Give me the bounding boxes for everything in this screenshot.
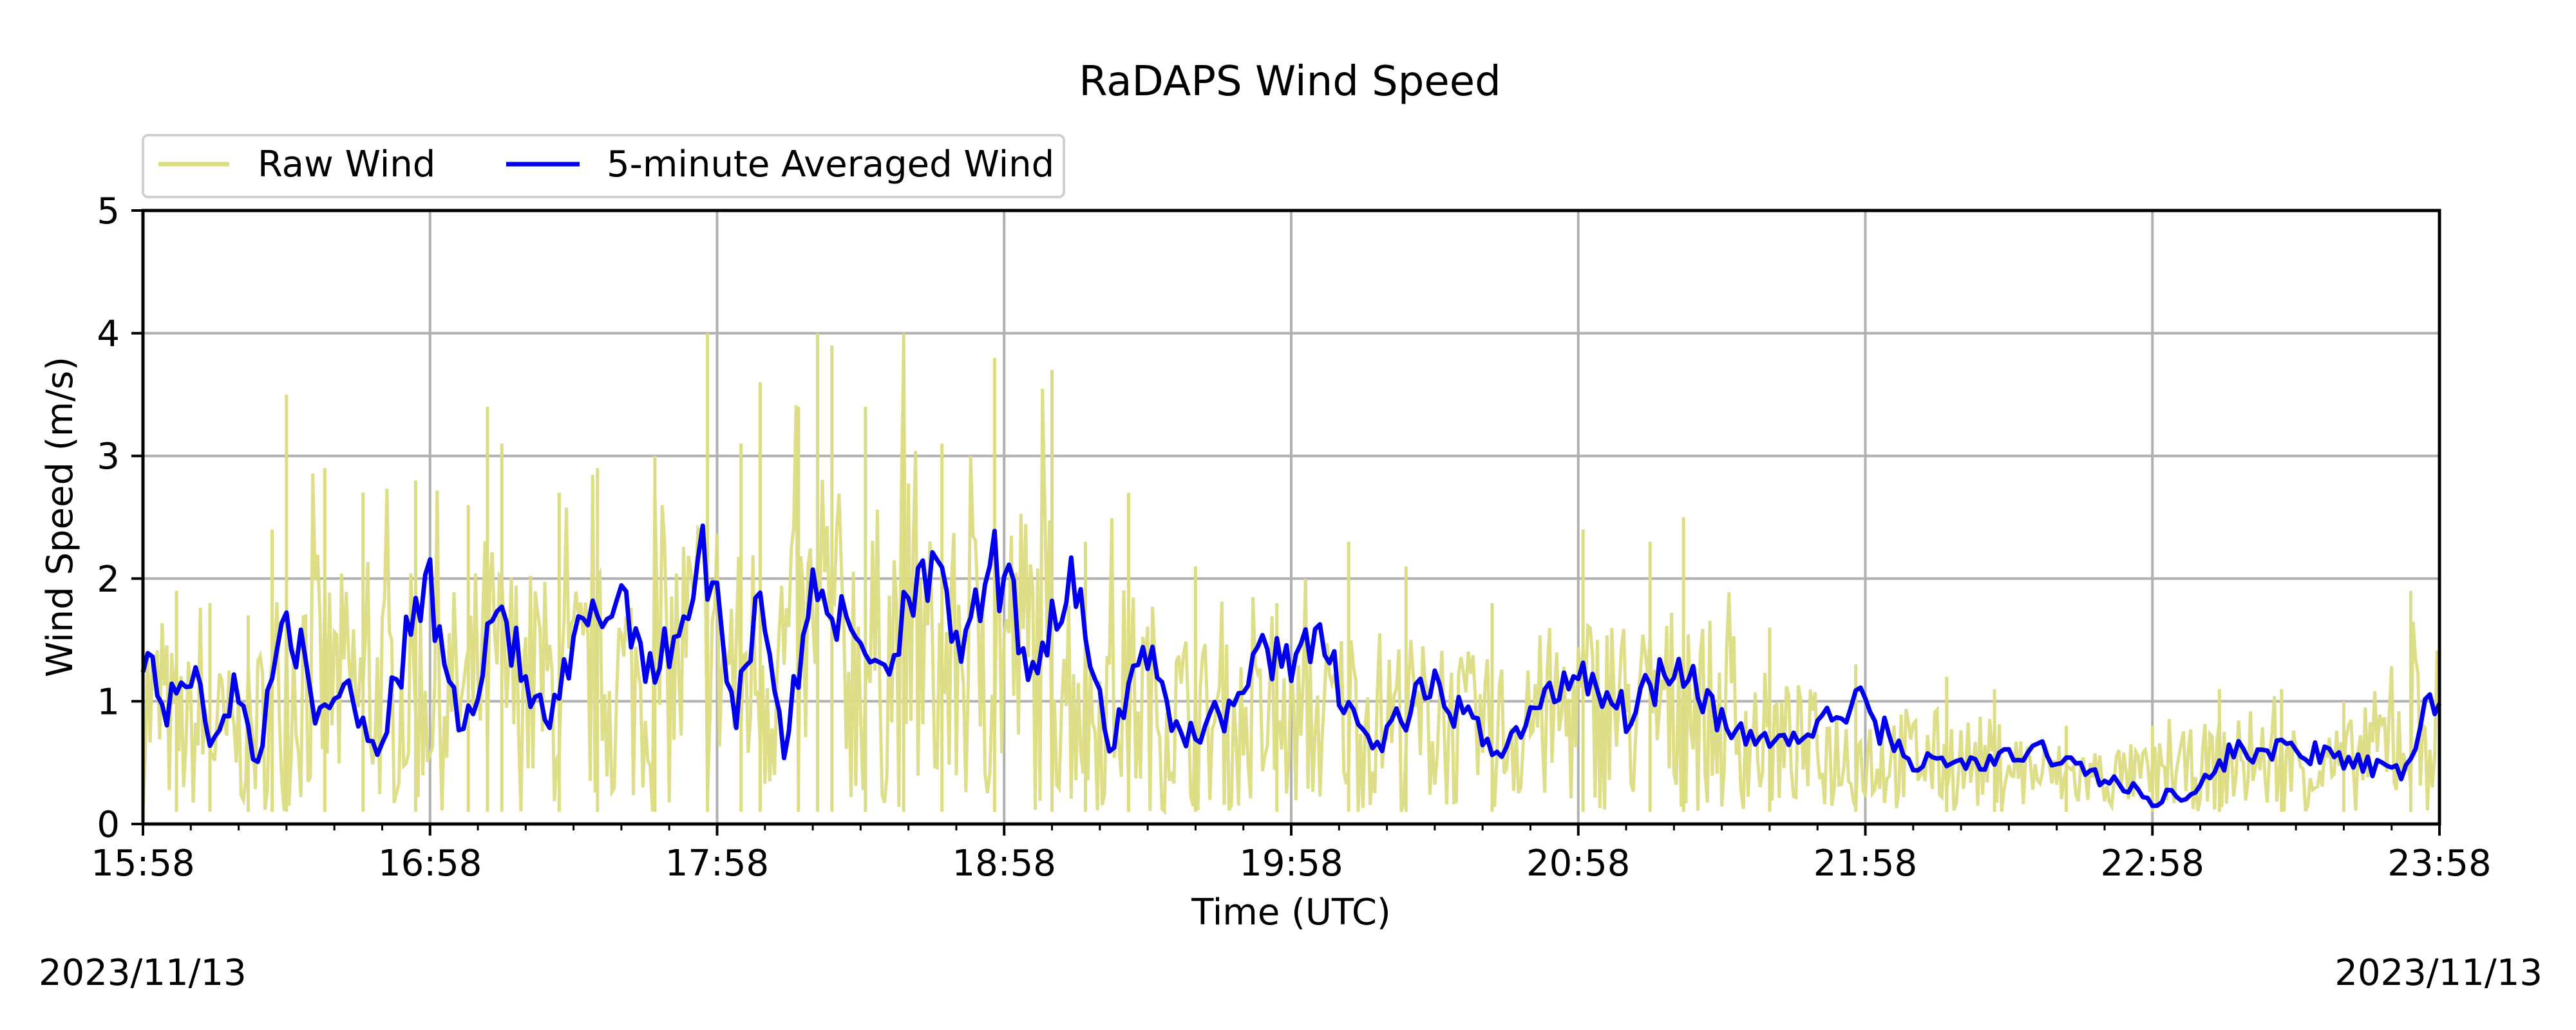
y-axis-ticks: 0 1 2 3 4 5 <box>97 191 143 846</box>
y-tick-label: 5 <box>97 191 120 232</box>
x-axis-label: Time (UTC) <box>1191 892 1391 933</box>
y-tick-label: 1 <box>97 681 120 723</box>
date-right: 2023/11/13 <box>2334 952 2543 994</box>
x-tick-label: 22:58 <box>2101 843 2204 885</box>
raw-wind-line <box>141 343 2441 816</box>
y-axis-label: Wind Speed (m/s) <box>39 357 81 677</box>
chart-title: RaDAPS Wind Speed <box>1079 58 1501 106</box>
y-tick-label: 4 <box>97 314 120 355</box>
y-tick-label: 2 <box>97 559 120 601</box>
legend-label-raw-wind: Raw Wind <box>258 144 435 185</box>
legend-label-averaged-wind: 5-minute Averaged Wind <box>607 144 1054 185</box>
date-left: 2023/11/13 <box>39 952 247 994</box>
x-tick-label: 18:58 <box>952 843 1056 885</box>
legend: Raw Wind 5-minute Averaged Wind <box>142 134 1065 198</box>
legend-box <box>142 134 1065 198</box>
x-tick-label: 23:58 <box>2387 843 2491 885</box>
x-tick-label: 19:58 <box>1239 843 1343 885</box>
y-tick-label: 3 <box>97 436 120 478</box>
raw-wind-series <box>141 333 2441 816</box>
x-tick-label: 21:58 <box>1814 843 1917 885</box>
averaged-wind-series <box>140 523 2442 809</box>
x-tick-label: 20:58 <box>1526 843 1630 885</box>
x-tick-label: 15:58 <box>91 843 194 885</box>
x-tick-label: 17:58 <box>665 843 769 885</box>
y-tick-label: 0 <box>97 804 120 846</box>
averaged-wind-line <box>140 523 2442 809</box>
x-tick-label: 16:58 <box>378 843 482 885</box>
x-axis-ticks: 15:58 16:58 17:58 18:58 19:58 20:58 21:58 22:58… <box>91 824 2492 885</box>
